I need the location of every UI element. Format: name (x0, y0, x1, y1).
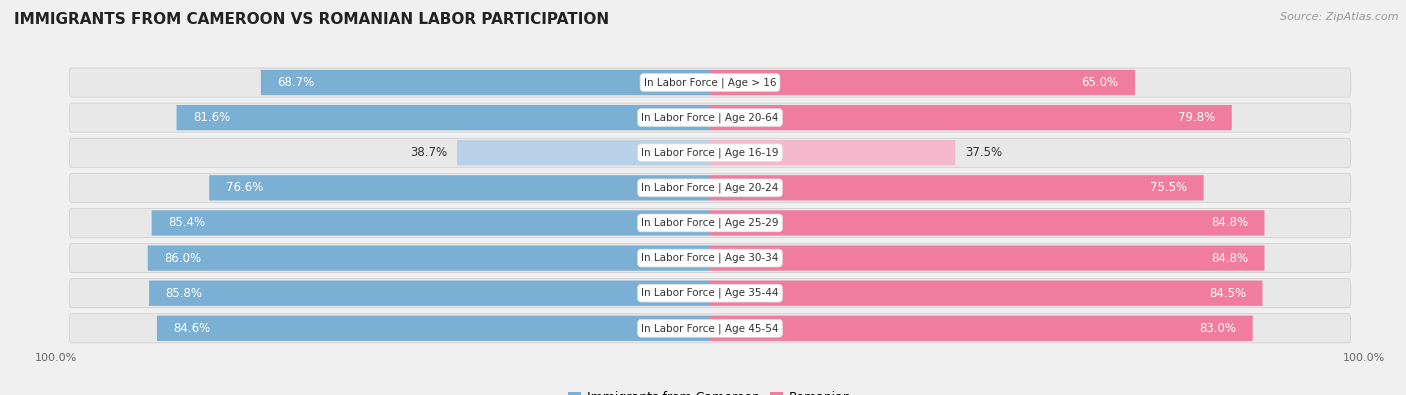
Text: IMMIGRANTS FROM CAMEROON VS ROMANIAN LABOR PARTICIPATION: IMMIGRANTS FROM CAMEROON VS ROMANIAN LAB… (14, 12, 609, 27)
FancyBboxPatch shape (710, 210, 1264, 235)
Text: 37.5%: 37.5% (965, 146, 1002, 159)
Text: In Labor Force | Age 20-64: In Labor Force | Age 20-64 (641, 112, 779, 123)
FancyBboxPatch shape (69, 278, 1351, 308)
Text: In Labor Force | Age 16-19: In Labor Force | Age 16-19 (641, 147, 779, 158)
Text: 75.5%: 75.5% (1150, 181, 1187, 194)
Legend: Immigrants from Cameroon, Romanian: Immigrants from Cameroon, Romanian (568, 391, 852, 395)
Text: 84.5%: 84.5% (1209, 287, 1246, 300)
Text: In Labor Force | Age 20-24: In Labor Force | Age 20-24 (641, 182, 779, 193)
FancyBboxPatch shape (710, 140, 955, 166)
Text: 79.8%: 79.8% (1178, 111, 1215, 124)
FancyBboxPatch shape (69, 138, 1351, 167)
FancyBboxPatch shape (69, 243, 1351, 273)
Text: 84.8%: 84.8% (1211, 216, 1249, 229)
FancyBboxPatch shape (710, 245, 1264, 271)
FancyBboxPatch shape (209, 175, 710, 201)
FancyBboxPatch shape (69, 314, 1351, 343)
FancyBboxPatch shape (710, 316, 1253, 341)
FancyBboxPatch shape (69, 173, 1351, 202)
Text: 65.0%: 65.0% (1081, 76, 1119, 89)
FancyBboxPatch shape (69, 209, 1351, 237)
FancyBboxPatch shape (262, 70, 710, 95)
Text: 76.6%: 76.6% (225, 181, 263, 194)
Text: In Labor Force | Age 45-54: In Labor Force | Age 45-54 (641, 323, 779, 333)
FancyBboxPatch shape (710, 175, 1204, 201)
Text: 83.0%: 83.0% (1199, 322, 1236, 335)
Text: In Labor Force | Age > 16: In Labor Force | Age > 16 (644, 77, 776, 88)
Text: In Labor Force | Age 35-44: In Labor Force | Age 35-44 (641, 288, 779, 299)
FancyBboxPatch shape (177, 105, 710, 130)
FancyBboxPatch shape (710, 105, 1232, 130)
FancyBboxPatch shape (457, 140, 710, 166)
Text: 84.6%: 84.6% (173, 322, 211, 335)
FancyBboxPatch shape (157, 316, 710, 341)
Text: In Labor Force | Age 25-29: In Labor Force | Age 25-29 (641, 218, 779, 228)
FancyBboxPatch shape (710, 70, 1135, 95)
FancyBboxPatch shape (69, 68, 1351, 97)
Text: 38.7%: 38.7% (411, 146, 447, 159)
Text: 68.7%: 68.7% (277, 76, 315, 89)
FancyBboxPatch shape (152, 210, 710, 235)
Text: 86.0%: 86.0% (165, 252, 201, 265)
FancyBboxPatch shape (149, 280, 710, 306)
FancyBboxPatch shape (148, 245, 710, 271)
FancyBboxPatch shape (710, 280, 1263, 306)
Text: Source: ZipAtlas.com: Source: ZipAtlas.com (1281, 12, 1399, 22)
FancyBboxPatch shape (69, 103, 1351, 132)
Text: 85.4%: 85.4% (169, 216, 205, 229)
Text: 81.6%: 81.6% (193, 111, 231, 124)
Text: 85.8%: 85.8% (166, 287, 202, 300)
Text: In Labor Force | Age 30-34: In Labor Force | Age 30-34 (641, 253, 779, 263)
Text: 84.8%: 84.8% (1211, 252, 1249, 265)
